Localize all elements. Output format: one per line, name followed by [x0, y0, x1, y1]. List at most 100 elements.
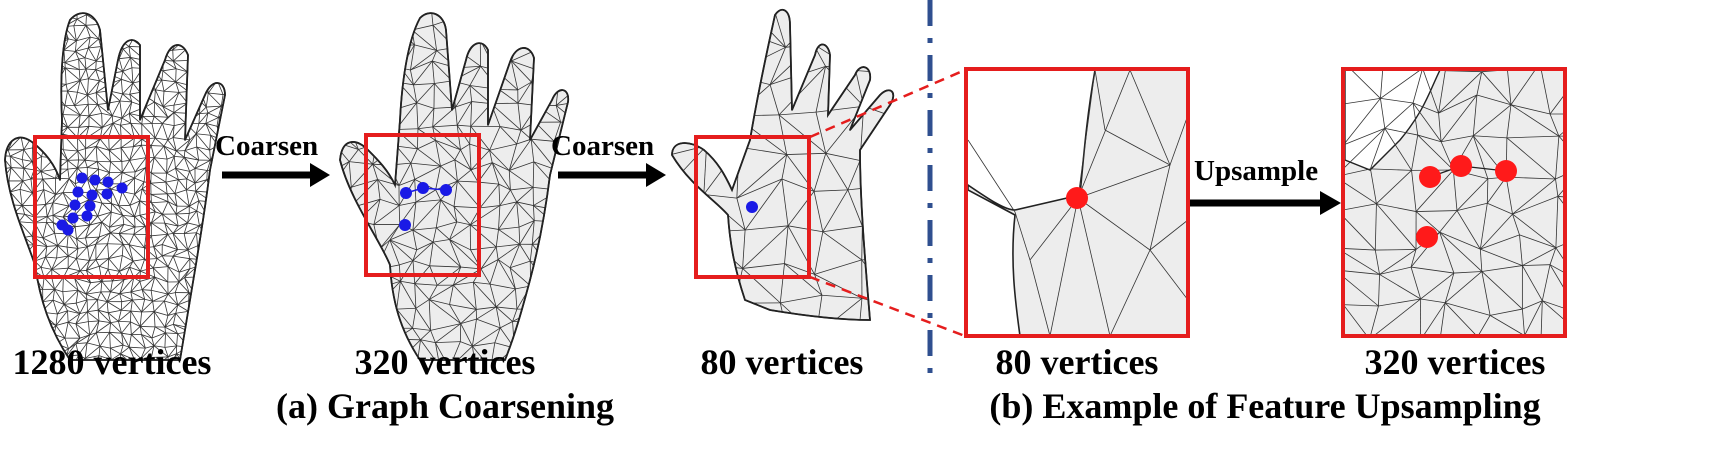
mesh-edge — [369, 22, 391, 40]
mesh-edge — [356, 63, 379, 65]
mesh-edge — [389, 22, 413, 31]
mesh-edge — [177, 292, 190, 306]
mesh-edge — [151, 289, 169, 295]
mesh-edge — [141, 334, 155, 347]
mesh-edge — [84, 146, 97, 161]
mesh-edge — [498, 226, 520, 230]
mesh-edge — [489, 149, 510, 171]
mesh-edge — [19, 322, 36, 325]
mesh-edge — [729, 74, 736, 116]
mesh-edge — [168, 353, 177, 358]
mesh-edge — [162, 70, 176, 83]
mesh-edge — [1411, 266, 1454, 274]
mesh-edge — [1522, 247, 1557, 266]
mesh-edge — [64, 90, 68, 106]
mesh-edge — [84, 57, 97, 62]
mesh-edge — [186, 178, 196, 184]
mesh-edge — [41, 60, 55, 74]
mesh-edge — [78, 115, 81, 128]
mesh-edge — [1, 343, 3, 355]
mesh-edge — [80, 78, 89, 81]
mesh-edge — [1557, 187, 1565, 197]
mesh-edge — [1541, 264, 1551, 301]
mesh-edge — [216, 23, 220, 41]
mesh-edge — [1557, 196, 1565, 198]
mesh-edge — [472, 282, 477, 310]
mesh-edge — [165, 173, 167, 183]
mesh-edge — [5, 271, 13, 278]
mesh-edge — [862, 224, 891, 227]
mesh-edge — [515, 23, 531, 31]
mesh-edge — [121, 321, 131, 334]
mesh-edge — [493, 13, 501, 20]
mesh-edge — [1, 46, 2, 63]
mesh-edge — [11, 167, 24, 169]
mesh-edge — [21, 298, 31, 315]
mesh-edge — [164, 222, 174, 234]
mesh-edge — [672, 77, 675, 115]
mesh-edge — [736, 198, 746, 231]
mesh-edge — [95, 46, 102, 62]
mesh-edge — [5, 248, 14, 259]
mesh-edge — [166, 156, 175, 174]
mesh-edge — [76, 18, 87, 26]
mesh-edge — [453, 281, 474, 286]
mesh-edge — [184, 277, 190, 293]
mesh-edge — [340, 267, 359, 270]
mesh-edge — [172, 249, 178, 257]
mesh-edge — [415, 199, 441, 203]
mesh-edge — [44, 13, 47, 19]
mesh-edge — [196, 133, 211, 136]
mesh-edge — [778, 114, 788, 155]
mesh-edge — [18, 221, 33, 237]
mesh-edge — [152, 36, 166, 50]
mesh-edge — [413, 83, 435, 86]
mesh-edge — [151, 213, 163, 224]
mesh-edge — [10, 29, 20, 38]
mesh-edge — [194, 276, 200, 295]
mesh-edge — [19, 221, 35, 224]
mesh-edge — [161, 70, 164, 81]
mesh-edge — [221, 367, 231, 370]
mesh-edge — [900, 144, 902, 184]
mesh-edge — [200, 79, 207, 93]
mesh-edge — [107, 312, 119, 322]
mesh-edge — [5, 301, 12, 315]
mesh-edge — [183, 157, 191, 172]
mesh-edge — [46, 216, 48, 223]
mesh-edge — [5, 312, 10, 323]
mesh-edge — [12, 123, 24, 130]
mesh-edge — [448, 19, 477, 29]
mesh-edge — [452, 5, 479, 10]
mesh-edge — [134, 171, 136, 179]
mesh-edge — [21, 244, 26, 260]
mesh-edge — [142, 46, 154, 50]
mesh-edge — [516, 201, 535, 221]
mesh-edge — [75, 342, 88, 345]
mesh-edge — [1549, 113, 1560, 137]
mesh-edge — [167, 137, 174, 141]
mesh-edge — [75, 303, 81, 314]
mesh-edge — [100, 291, 108, 302]
mesh-edge — [86, 332, 97, 344]
mesh-edge — [142, 25, 158, 29]
mesh-edge — [496, 243, 520, 248]
coarsen-arrow-1-head — [310, 163, 330, 187]
mesh-edge — [371, 63, 379, 87]
mesh-edge — [44, 73, 47, 85]
mesh-edge — [65, 3, 77, 4]
mesh-edge — [175, 13, 191, 16]
mesh-edge — [1380, 70, 1384, 99]
mesh-edge — [165, 332, 178, 335]
mesh-edge — [495, 246, 499, 260]
mesh-edge — [164, 27, 175, 30]
mesh-edge — [885, 256, 894, 260]
mesh-edge — [84, 160, 88, 168]
mesh-edge — [208, 244, 211, 259]
mesh-edge — [163, 293, 169, 302]
mesh-edge — [76, 224, 91, 240]
mesh-edge — [672, 307, 694, 310]
mesh-edge — [52, 124, 56, 137]
mesh-edge — [162, 92, 180, 107]
mesh-edge — [212, 4, 220, 5]
